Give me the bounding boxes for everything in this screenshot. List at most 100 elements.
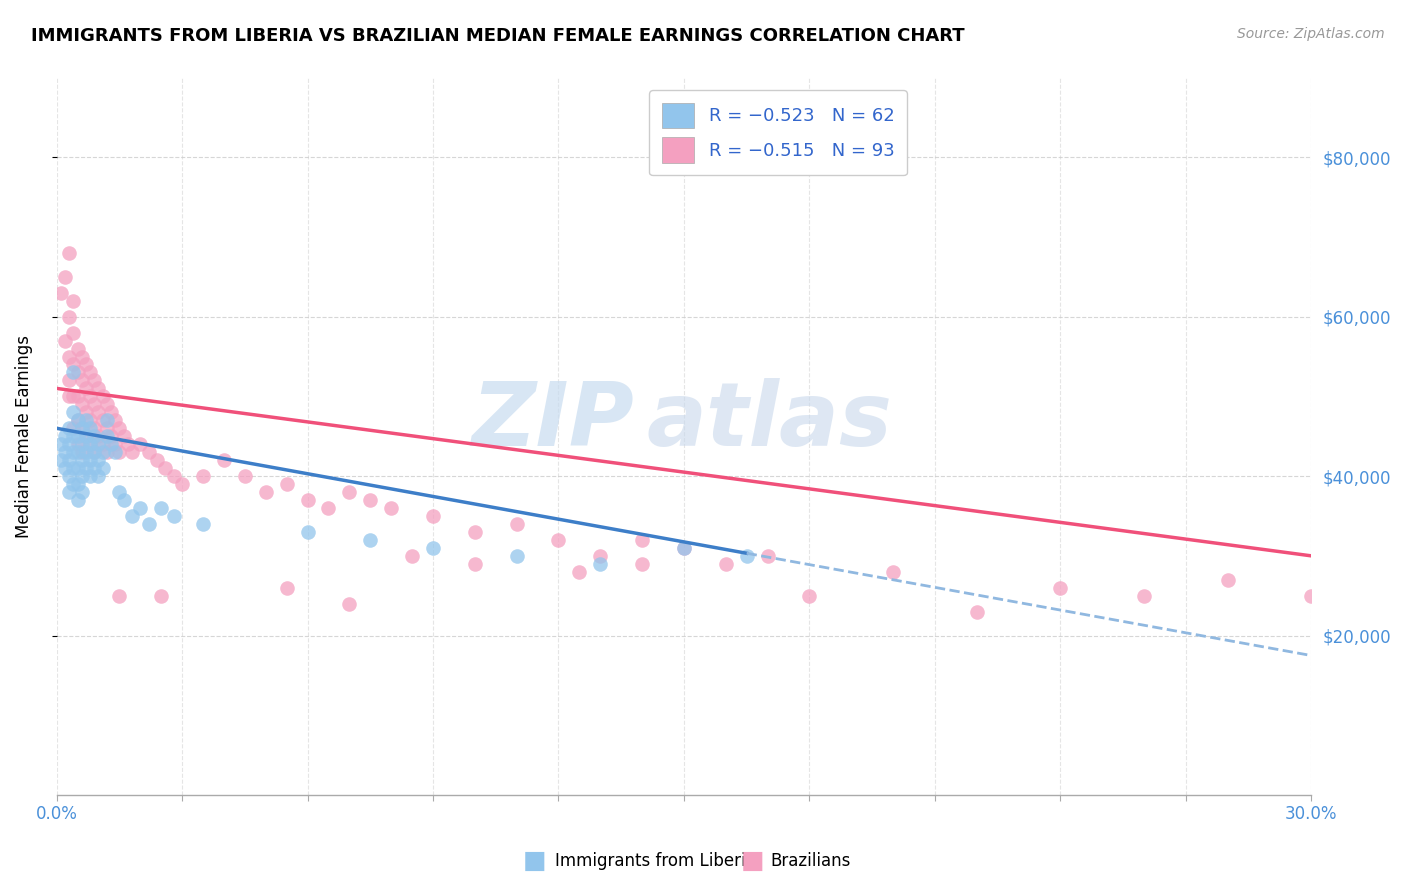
Point: [96, 397, 118, 411]
Point: [58, 350, 80, 364]
Point: [108, 485, 131, 500]
Point: [672, 541, 695, 555]
Point: [121, 445, 143, 459]
Point: [58, 373, 80, 387]
Point: [62, 429, 84, 443]
Point: [163, 469, 186, 483]
Point: [756, 549, 779, 563]
Point: [318, 501, 340, 516]
Point: [62, 389, 84, 403]
Point: [66, 493, 89, 508]
Point: [58, 310, 80, 324]
Point: [505, 516, 527, 531]
Point: [87, 405, 110, 419]
Point: [79, 437, 101, 451]
Point: [672, 541, 695, 555]
Point: [79, 389, 101, 403]
Point: [233, 469, 256, 483]
Point: [53, 445, 76, 459]
Text: ■: ■: [523, 849, 546, 872]
Point: [138, 445, 160, 459]
Point: [70, 397, 93, 411]
Point: [1049, 581, 1071, 595]
Text: ZIP: ZIP: [471, 378, 634, 466]
Point: [58, 389, 80, 403]
Point: [108, 445, 131, 459]
Point: [401, 549, 423, 563]
Point: [380, 501, 402, 516]
Point: [70, 445, 93, 459]
Point: [589, 549, 612, 563]
Point: [337, 485, 360, 500]
Point: [112, 429, 135, 443]
Point: [83, 397, 105, 411]
Point: [100, 405, 122, 419]
Text: atlas: atlas: [647, 378, 893, 466]
Point: [87, 469, 110, 483]
Point: [108, 421, 131, 435]
Point: [87, 437, 110, 451]
Point: [882, 565, 904, 579]
Point: [138, 516, 160, 531]
Point: [70, 373, 93, 387]
Point: [75, 429, 97, 443]
Point: [62, 421, 84, 435]
Point: [62, 445, 84, 459]
Point: [359, 533, 381, 547]
Point: [104, 413, 127, 427]
Point: [58, 453, 80, 467]
Point: [297, 524, 319, 539]
Point: [79, 413, 101, 427]
Point: [70, 485, 93, 500]
Point: [66, 437, 89, 451]
Point: [91, 461, 114, 475]
Point: [75, 461, 97, 475]
Point: [70, 421, 93, 435]
Point: [75, 405, 97, 419]
Text: Immigrants from Liberia: Immigrants from Liberia: [555, 852, 756, 870]
Point: [70, 350, 93, 364]
Point: [104, 437, 127, 451]
Point: [53, 269, 76, 284]
Point: [87, 381, 110, 395]
Point: [49, 453, 72, 467]
Point: [163, 508, 186, 523]
Point: [589, 557, 612, 571]
Point: [631, 557, 654, 571]
Point: [79, 437, 101, 451]
Point: [66, 366, 89, 380]
Point: [58, 485, 80, 500]
Point: [96, 421, 118, 435]
Point: [70, 469, 93, 483]
Point: [735, 549, 758, 563]
Point: [91, 413, 114, 427]
Point: [66, 389, 89, 403]
Point: [547, 533, 569, 547]
Point: [155, 461, 177, 475]
Point: [66, 413, 89, 427]
Text: Source: ZipAtlas.com: Source: ZipAtlas.com: [1237, 27, 1385, 41]
Point: [108, 589, 131, 603]
Point: [66, 342, 89, 356]
Point: [66, 477, 89, 491]
Point: [1301, 589, 1323, 603]
Point: [799, 589, 821, 603]
Point: [62, 477, 84, 491]
Point: [79, 453, 101, 467]
Point: [75, 358, 97, 372]
Point: [121, 508, 143, 523]
Point: [212, 453, 235, 467]
Point: [1216, 573, 1239, 587]
Point: [62, 358, 84, 372]
Point: [58, 421, 80, 435]
Point: [91, 445, 114, 459]
Point: [170, 477, 193, 491]
Point: [66, 413, 89, 427]
Point: [714, 557, 737, 571]
Text: Brazilians: Brazilians: [770, 852, 851, 870]
Point: [66, 429, 89, 443]
Point: [58, 245, 80, 260]
Point: [337, 597, 360, 611]
Point: [49, 437, 72, 451]
Point: [129, 437, 152, 451]
